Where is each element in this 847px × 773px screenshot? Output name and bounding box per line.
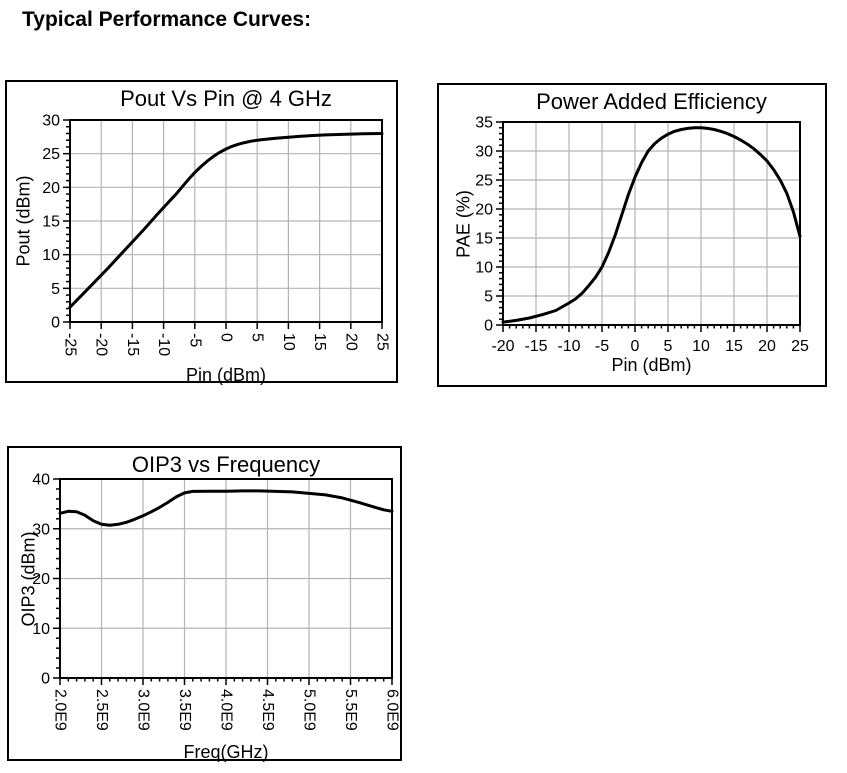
svg-text:-15: -15 [124, 333, 141, 356]
svg-text:10: 10 [475, 260, 493, 277]
tick-labels: 0 5 10 15 20 25 30 35 -20 -15 -10 -5 0 5 10 15 20 25 [475, 115, 809, 356]
y-axis-label: OIP3 (dBm) [18, 530, 39, 627]
gridlines [59, 478, 393, 679]
tick-labels: 0 5 10 15 20 25 30 -25 -20 -15 -10 -5 0 5 10 15 20 25 [42, 113, 390, 357]
gridlines [502, 121, 801, 326]
svg-text:10: 10 [280, 333, 297, 351]
svg-text:25: 25 [42, 146, 60, 163]
page-title: Typical Performance Curves: [22, 8, 312, 31]
series-curve [58, 489, 394, 527]
svg-text:25: 25 [791, 338, 809, 355]
svg-text:2.0E9: 2.0E9 [52, 689, 69, 731]
plot-frame [502, 121, 801, 326]
series-curve [501, 126, 802, 324]
chart-pout-vs-pin: Pout Vs Pin @ 4 GHz 0 5 10 15 20 25 30 -25 -20 -1… [5, 80, 398, 385]
chart-title: Power Added Efficiency [536, 89, 767, 114]
svg-text:0: 0 [218, 333, 235, 342]
series-curve [68, 132, 384, 309]
svg-text:0: 0 [41, 671, 50, 688]
svg-text:-25: -25 [62, 333, 79, 356]
svg-text:4.5E9: 4.5E9 [259, 689, 276, 731]
svg-text:5: 5 [484, 289, 493, 306]
svg-text:25: 25 [475, 173, 493, 190]
svg-text:-10: -10 [155, 333, 172, 356]
svg-text:20: 20 [758, 338, 776, 355]
svg-text:5: 5 [249, 333, 266, 342]
svg-text:15: 15 [42, 214, 60, 231]
y-axis-label: PAE (%) [453, 189, 474, 258]
svg-text:-20: -20 [491, 338, 514, 355]
svg-text:30: 30 [42, 113, 60, 130]
plot-frame [59, 478, 393, 679]
plot-canvas: 0 5 10 15 20 25 30 -25 -20 -15 -10 -5 0 5 10 15 20 25 [42, 113, 390, 357]
chart-title: Pout Vs Pin @ 4 GHz [120, 86, 332, 111]
svg-text:10: 10 [32, 621, 50, 638]
svg-text:0: 0 [51, 315, 60, 332]
svg-text:20: 20 [475, 202, 493, 219]
y-axis-label: Pout (dBm) [13, 175, 34, 267]
svg-text:-10: -10 [557, 338, 580, 355]
svg-text:-5: -5 [595, 338, 609, 355]
svg-text:10: 10 [42, 247, 60, 264]
svg-text:5: 5 [51, 281, 60, 298]
svg-text:40: 40 [32, 472, 50, 489]
x-axis-label: Pin (dBm) [185, 365, 267, 385]
svg-text:0: 0 [484, 318, 493, 335]
svg-text:35: 35 [475, 115, 493, 132]
chart-title: OIP3 vs Frequency [131, 452, 321, 477]
svg-text:3.0E9: 3.0E9 [135, 689, 152, 731]
svg-text:15: 15 [725, 338, 743, 355]
plot-frame [69, 119, 383, 323]
svg-text:-5: -5 [186, 333, 203, 347]
x-axis-label: Freq(GHz) [183, 742, 269, 762]
svg-text:30: 30 [475, 144, 493, 161]
svg-text:20: 20 [32, 571, 50, 588]
svg-text:30: 30 [32, 521, 50, 538]
svg-text:4.0E9: 4.0E9 [218, 689, 235, 731]
x-axis-label: Pin (dBm) [611, 355, 692, 375]
svg-text:5.0E9: 5.0E9 [301, 689, 318, 731]
svg-text:25: 25 [374, 333, 391, 351]
axis-ticks [53, 478, 393, 685]
svg-text:15: 15 [311, 333, 328, 351]
svg-text:2.5E9: 2.5E9 [93, 689, 110, 731]
svg-text:10: 10 [692, 338, 710, 355]
tick-labels: 0 10 20 30 40 2.0E9 2.5E9 3.0E9 3.5E9 4.0E9 4.5E9 5… [32, 472, 400, 731]
plot-canvas: 0 5 10 15 20 25 30 35 -20 -15 -10 -5 0 5 10 15 20 25 [475, 115, 809, 356]
chart-oip3-vs-frequency: OIP3 vs Frequency 0 10 20 30 40 2.0E9 2.5E9 3.0… [7, 446, 402, 762]
svg-text:6.0E9: 6.0E9 [384, 689, 401, 731]
svg-text:0: 0 [631, 338, 640, 355]
svg-text:5.5E9: 5.5E9 [342, 689, 359, 731]
plot-canvas: 0 10 20 30 40 2.0E9 2.5E9 3.0E9 3.5E9 4.0E9 4.5E9 5… [32, 472, 400, 731]
svg-text:-20: -20 [93, 333, 110, 356]
svg-text:-15: -15 [524, 338, 547, 355]
svg-text:20: 20 [342, 333, 359, 351]
svg-text:15: 15 [475, 231, 493, 248]
svg-text:3.5E9: 3.5E9 [176, 689, 193, 731]
chart-power-added-efficiency: Power Added Efficiency 0 5 10 15 20 25 30 35 -20… [437, 83, 827, 387]
svg-text:20: 20 [42, 180, 60, 197]
svg-text:5: 5 [664, 338, 673, 355]
